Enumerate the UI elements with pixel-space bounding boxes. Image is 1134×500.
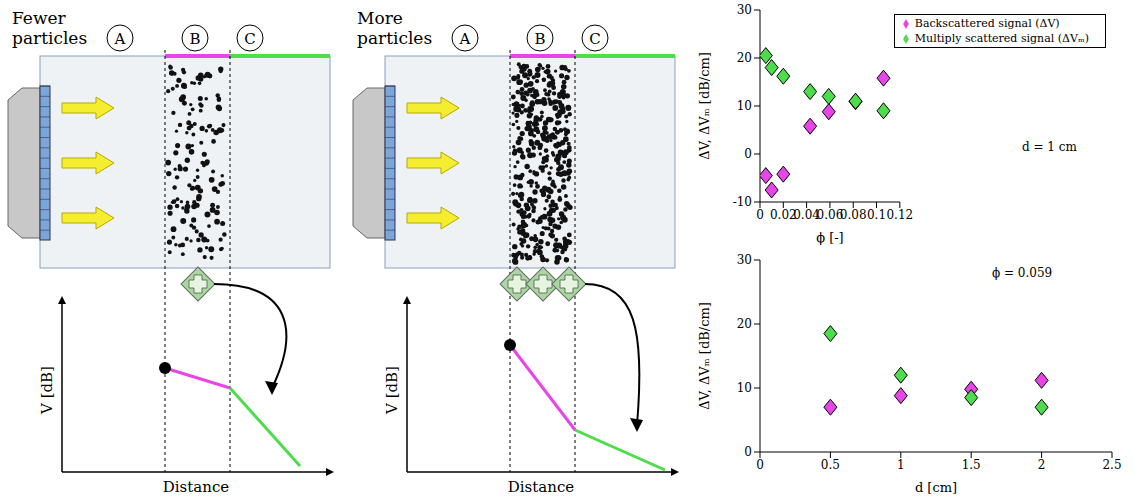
svg-text:10: 10 [737,99,752,113]
svg-text:V [dB]: V [dB] [383,366,401,415]
svg-text:C: C [244,30,255,48]
svg-text:d [cm]: d [cm] [915,480,957,495]
svg-text:ϕ [-]: ϕ [-] [816,230,844,245]
svg-text:B: B [189,30,200,48]
svg-text:20: 20 [737,51,752,65]
svg-text:ΔV, ΔVₘ [dB/cm]: ΔV, ΔVₘ [dB/cm] [697,52,712,160]
svg-text:1: 1 [897,458,905,472]
svg-text:2.5: 2.5 [1102,458,1121,472]
html-text:Backscattered signal (ΔV): Backscattered signal (ΔV) [914,17,1060,30]
svg-text:10: 10 [737,381,752,395]
svg-text:30: 30 [737,253,752,267]
svg-text:ΔV, ΔVₘ [dB/cm]: ΔV, ΔVₘ [dB/cm] [697,302,712,410]
svg-text:2: 2 [1038,458,1046,472]
svg-text:0.08: 0.08 [840,208,867,222]
svg-text:0.5: 0.5 [821,458,840,472]
svg-text:30: 30 [737,3,752,17]
html-text:d = 1 cm: d = 1 cm [1022,140,1077,154]
svg-text:particles: particles [357,28,432,48]
svg-text:0: 0 [744,445,752,459]
svg-text:particles: particles [12,28,87,48]
svg-text:0.04: 0.04 [793,207,820,222]
svg-text:0: 0 [756,208,764,222]
svg-text:0: 0 [744,147,752,161]
svg-text:0.1: 0.1 [867,208,886,222]
svg-text:V [dB]: V [dB] [38,366,56,415]
svg-text:1.5: 1.5 [962,458,981,472]
svg-text:B: B [534,30,545,48]
svg-text:-10: -10 [733,195,752,209]
svg-text:0.12: 0.12 [886,208,913,222]
svg-text:0.06: 0.06 [816,207,844,222]
svg-text:More: More [357,8,403,28]
svg-text:Distance: Distance [508,478,575,496]
svg-text:0: 0 [756,458,764,472]
svg-text:Fewer: Fewer [12,8,67,28]
svg-text:A: A [114,30,126,48]
svg-text:20: 20 [737,317,752,331]
svg-text:0.02: 0.02 [769,207,797,222]
svg-text:Distance: Distance [163,478,230,496]
svg-text:C: C [589,30,600,48]
html-text:Multiply scattered signal (ΔVₘ: Multiply scattered signal (ΔVₘ) [914,32,1089,45]
svg-text:A: A [459,30,471,48]
html-text:ϕ = 0.059: ϕ = 0.059 [992,266,1053,280]
